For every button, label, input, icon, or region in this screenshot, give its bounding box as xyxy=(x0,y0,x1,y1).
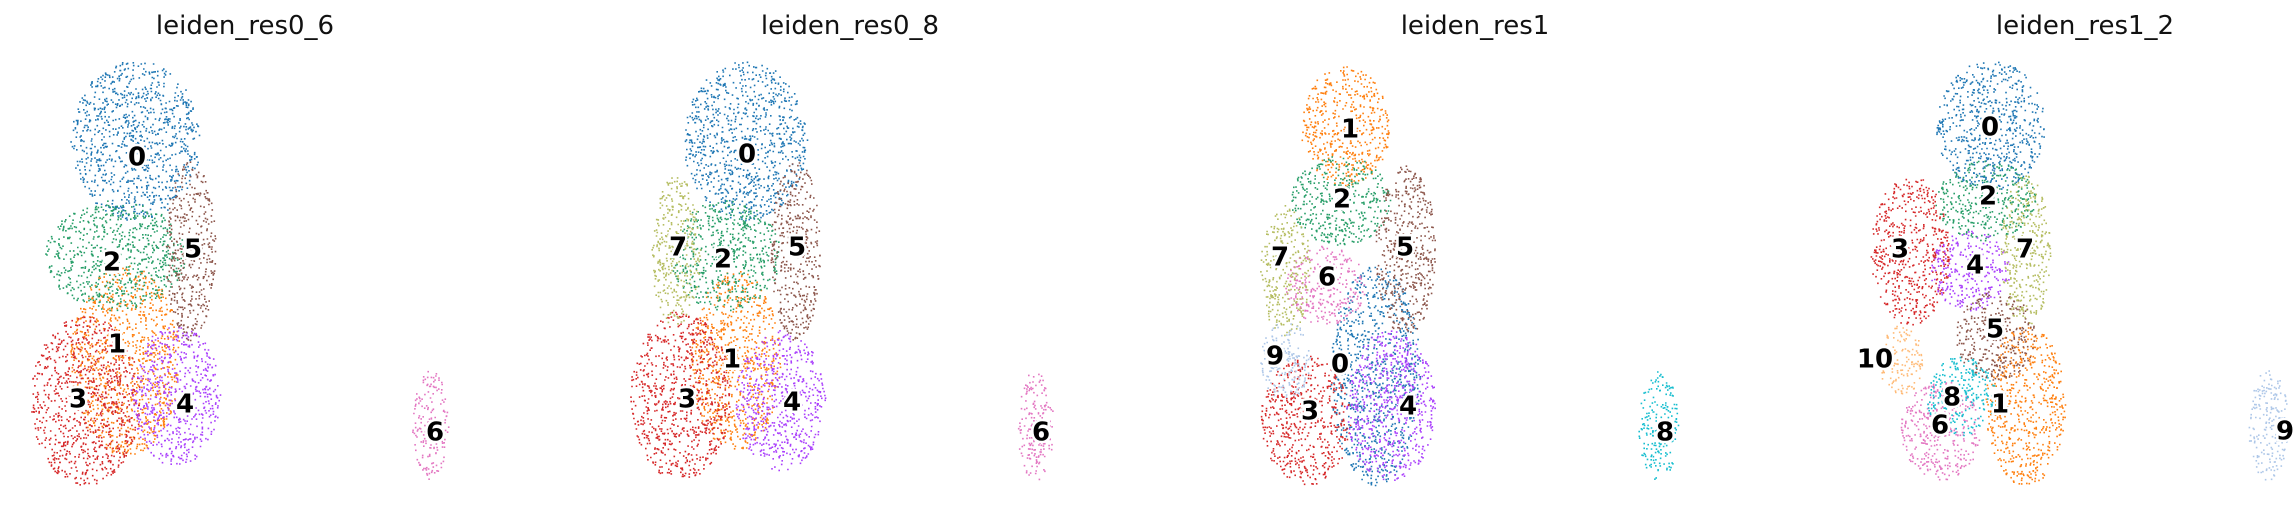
cluster-label-2: 2 xyxy=(1979,182,1997,212)
cluster-label-2: 2 xyxy=(1333,185,1351,215)
cluster-label-3: 3 xyxy=(69,385,87,415)
cluster-label-7: 7 xyxy=(1271,243,1289,273)
panel-leiden_res1: leiden_res1 0 1 2 3 4 5 67 8 9 xyxy=(1260,11,1680,487)
cluster-1-scatter xyxy=(1985,327,2067,485)
cluster-7-points xyxy=(2000,175,2052,325)
cluster-4-points xyxy=(1346,330,1436,481)
cluster-label-1: 1 xyxy=(1341,115,1359,145)
cluster-2-scatter xyxy=(1291,156,1392,246)
cluster-0-scatter xyxy=(684,61,809,222)
cluster-label-5: 5 xyxy=(1396,233,1414,263)
cluster-label-4: 4 xyxy=(1399,392,1417,422)
cluster-label-0: 0 xyxy=(1331,350,1349,380)
panel-leiden_res0_6: leiden_res0_6 0 1 2 3 4 5 6 xyxy=(31,11,450,486)
cluster-0-scatter xyxy=(70,62,201,221)
cluster-4-scatter xyxy=(1346,330,1436,481)
cluster-3-points xyxy=(1870,178,1950,326)
cluster-2-points xyxy=(1291,156,1392,246)
cluster-5-scatter xyxy=(165,161,217,342)
cluster-4-scatter xyxy=(735,330,827,472)
cluster-9-scatter xyxy=(2248,370,2288,481)
cluster-label-7: 7 xyxy=(2016,235,2034,265)
cluster-10-scatter xyxy=(1878,325,1924,395)
cluster-1-points xyxy=(70,265,181,456)
cluster-1-scatter xyxy=(690,271,782,450)
cluster-label-7: 7 xyxy=(669,233,687,263)
panel-leiden_res0_8: leiden_res0_8 0 1 2 3 4 5 6 7 xyxy=(630,11,1054,481)
cluster-label-6: 6 xyxy=(1931,411,1949,441)
cluster-10-points xyxy=(1878,325,1924,395)
cluster-label-8: 8 xyxy=(1656,418,1674,448)
cluster-label-1: 1 xyxy=(723,345,741,375)
panel-title: leiden_res1_2 xyxy=(1996,11,2174,41)
cluster-label-3: 3 xyxy=(1301,397,1319,427)
cluster-8-points xyxy=(1927,356,1996,437)
cluster-2-points xyxy=(1935,160,2037,242)
cluster-label-6: 6 xyxy=(1318,263,1336,293)
cluster-label-4: 4 xyxy=(783,388,801,418)
cluster-label-3: 3 xyxy=(1891,235,1909,265)
cluster-3-scatter xyxy=(31,316,141,486)
cluster-5-points xyxy=(165,161,217,342)
cluster-2-scatter xyxy=(1935,160,2037,242)
cluster-label-2: 2 xyxy=(103,248,121,278)
panel-title: leiden_res1 xyxy=(1401,11,1550,41)
cluster-label-1: 1 xyxy=(1991,390,2009,420)
cluster-9-points xyxy=(2248,370,2288,481)
cluster-label-0: 0 xyxy=(1981,113,1999,143)
cluster-1-scatter xyxy=(70,265,181,456)
cluster-5-points xyxy=(770,162,821,341)
cluster-label-8: 8 xyxy=(1943,383,1961,413)
cluster-label-9: 9 xyxy=(1266,342,1284,372)
cluster-1-points xyxy=(690,271,782,450)
cluster-label-6: 6 xyxy=(426,418,444,448)
cluster-1-points xyxy=(1985,327,2067,485)
cluster-4-points xyxy=(735,330,827,472)
cluster-7-points xyxy=(1260,205,1312,337)
cluster-label-5: 5 xyxy=(184,235,202,265)
panel-title: leiden_res0_8 xyxy=(761,11,939,41)
panel-title: leiden_res0_6 xyxy=(156,11,334,41)
cluster-0-points xyxy=(1330,266,1422,487)
cluster-label-2: 2 xyxy=(714,245,732,275)
cluster-8-scatter xyxy=(1927,356,1996,437)
cluster-label-1: 1 xyxy=(108,330,126,360)
cluster-0-points xyxy=(1936,61,2045,191)
cluster-1-scatter xyxy=(1301,66,1390,187)
cluster-label-9: 9 xyxy=(2276,417,2294,447)
cluster-1-points xyxy=(1301,66,1390,187)
cluster-label-0: 0 xyxy=(128,143,146,173)
cluster-0-points xyxy=(70,62,201,221)
cluster-label-3: 3 xyxy=(678,385,696,415)
cluster-8-points xyxy=(1638,371,1680,480)
cluster-7-scatter xyxy=(1260,205,1312,337)
cluster-0-points xyxy=(684,61,809,222)
cluster-label-5: 5 xyxy=(1986,315,2004,345)
cluster-7-scatter xyxy=(2000,175,2052,325)
cluster-5-scatter xyxy=(770,162,821,341)
cluster-label-0: 0 xyxy=(738,140,756,170)
cluster-label-6: 6 xyxy=(1032,418,1050,448)
cluster-label-10: 10 xyxy=(1857,345,1893,375)
cluster-4-scatter xyxy=(1931,230,2010,312)
cluster-0-scatter xyxy=(1936,61,2045,191)
cluster-8-scatter xyxy=(1638,371,1680,480)
cluster-0-scatter xyxy=(1330,266,1422,487)
cluster-3-points xyxy=(31,316,141,486)
cluster-label-4: 4 xyxy=(176,390,194,420)
panel-leiden_res1_2: leiden_res1_2 0 1 2 3 4 5 6 7 8 9 10 xyxy=(1854,11,2296,485)
cluster-label-4: 4 xyxy=(1966,251,1984,281)
cluster-label-5: 5 xyxy=(788,233,806,263)
cluster-4-points xyxy=(1931,230,2010,312)
cluster-3-scatter xyxy=(1870,178,1950,326)
